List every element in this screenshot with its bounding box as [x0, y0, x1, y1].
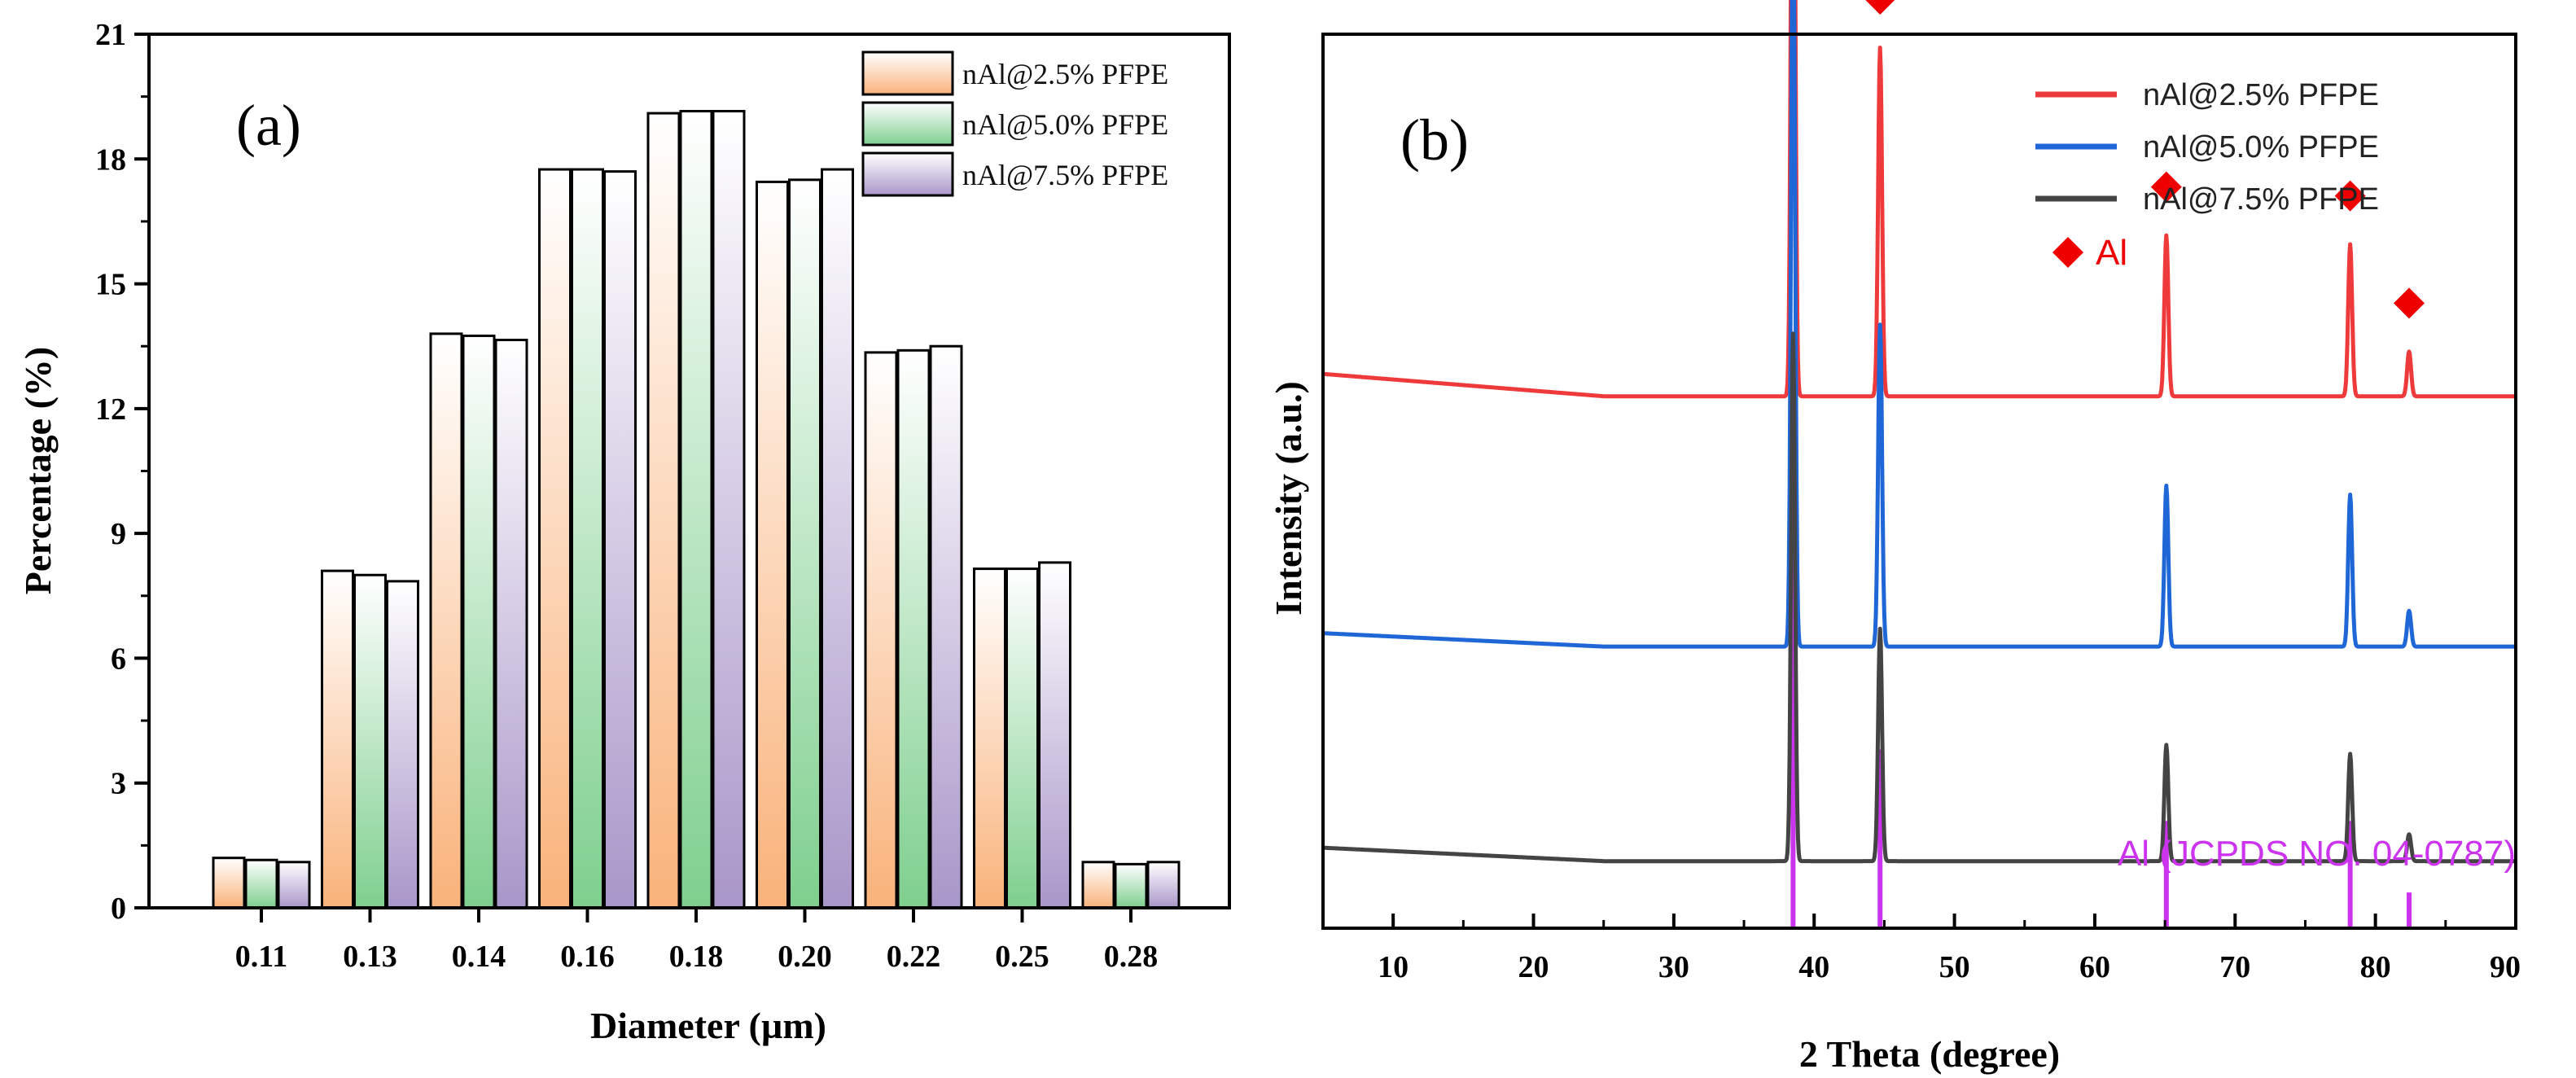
x-tick-label: 0.13: [343, 940, 397, 974]
bar-0.20-s2: [788, 178, 821, 909]
x-tick-label: 0.11: [235, 940, 287, 974]
bar-0.13-s3: [386, 580, 419, 909]
bar-0.20-s1: [756, 180, 789, 909]
legend-swatch-3: [861, 151, 954, 197]
xrd-lines: [1321, 0, 2517, 864]
al-diamond-icon: [2052, 237, 2083, 268]
bar-0.16-s3: [603, 170, 637, 909]
y-tick-label: 18: [95, 142, 126, 177]
legend-label-3: nAl@7.5% PFPE: [962, 159, 1168, 191]
bar-0.16-s1: [538, 168, 572, 909]
al-peak-diamond: [2334, 180, 2366, 212]
y-tick-label: 15: [95, 268, 126, 302]
x-tick-label: 70: [2219, 950, 2250, 984]
al-peak-diamond: [1865, 0, 1895, 15]
bar-0.11-s2: [244, 858, 278, 909]
bar-0.11-s3: [277, 861, 311, 909]
bar-0.13-s1: [321, 569, 354, 909]
bar-0.14-s3: [494, 339, 528, 909]
y-tick-label: 9: [111, 517, 126, 551]
x-axis-title: Diameter (µm): [590, 1005, 826, 1046]
x-axis-title: 2 Theta (degree): [1799, 1033, 2060, 1075]
x-tick-label: 0.25: [995, 940, 1049, 974]
y-axis-ticks: 0 3 6 9 12 15 18 21: [95, 18, 149, 926]
bar-0.18-s3: [712, 110, 746, 909]
xrd-line-2: [1321, 0, 2517, 649]
bar-0.18-s1: [646, 112, 681, 909]
x-tick-label: 90: [2490, 950, 2521, 984]
bar-0.20-s3: [821, 168, 854, 909]
bar-0.22-s2: [896, 348, 931, 909]
peak-markers: [1865, 0, 2425, 319]
legend: nAl@2.5% PFPE nAl@5.0% PFPE nAl@7.5% PFPE: [861, 50, 1168, 197]
y-axis-title: Percentage (%): [17, 347, 59, 594]
panel-b-label: (b): [1400, 107, 1469, 173]
x-tick-label: 0.16: [560, 940, 615, 974]
legend-label-2: nAl@5.0% PFPE: [2143, 130, 2379, 164]
panel-b-chart: 10 20 30 40 50 60 70 80 90 (b) 2 Theta (degree) …: [1268, 0, 2521, 1075]
bars-group: [212, 110, 1181, 909]
al-peak-diamond: [2394, 287, 2425, 319]
legend-swatch-2: [861, 101, 954, 147]
x-tick-label: 40: [1798, 950, 1829, 984]
legend-label-2: nAl@5.0% PFPE: [962, 108, 1168, 141]
al-peak-diamond: [2150, 171, 2182, 203]
y-axis-title: Intensity (a.u.): [1268, 381, 1309, 616]
x-tick-label: 0.20: [778, 940, 832, 974]
bar-0.22-s1: [864, 351, 898, 909]
legend-label-3: nAl@7.5% PFPE: [2143, 182, 2379, 217]
xrd-line-1: [1321, 0, 2517, 399]
y-tick-label: 12: [95, 392, 126, 427]
x-tick-label: 0.28: [1104, 940, 1159, 974]
reference-label: Al (JCPDS NO. 04-0787): [2118, 834, 2516, 874]
bar-0.16-s2: [571, 168, 604, 909]
al-marker-label: Al: [2096, 233, 2127, 273]
x-tick-label: 0.22: [887, 940, 941, 974]
x-tick-label: 50: [1939, 950, 1970, 984]
bar-0.28-s2: [1114, 862, 1148, 909]
y-tick-label: 21: [95, 18, 126, 52]
bar-0.14-s2: [462, 334, 496, 909]
bar-0.18-s2: [679, 110, 713, 909]
x-tick-label: 30: [1658, 950, 1689, 984]
al-marker-legend: Al: [2052, 233, 2127, 273]
plot-frame: [1321, 33, 2517, 930]
bar-0.28-s1: [1081, 861, 1115, 909]
x-tick-label: 0.14: [452, 940, 506, 974]
legend-label-1: nAl@2.5% PFPE: [2143, 78, 2379, 112]
bar-0.25-s2: [1005, 567, 1039, 909]
x-tick-label: 10: [1378, 950, 1408, 984]
bar-0.14-s1: [429, 332, 463, 909]
bar-0.13-s2: [353, 573, 387, 909]
bar-0.22-s3: [929, 344, 963, 909]
x-axis-ticks: 10 20 30 40 50 60 70 80 90: [1321, 914, 2521, 984]
x-tick-label: 20: [1518, 950, 1549, 984]
y-tick-label: 6: [111, 642, 126, 676]
xrd-line-3: [1321, 331, 2517, 864]
bar-0.28-s3: [1146, 861, 1181, 909]
axes-box: [1321, 33, 2517, 930]
y-tick-label: 3: [111, 767, 126, 801]
bar-0.25-s1: [973, 567, 1006, 909]
legend-label-1: nAl@2.5% PFPE: [962, 58, 1168, 90]
panel-a-chart: 0 3 6 9 12 15 18 21 0.11 0.13 0.14 0.16 0.18 0.20 0.2…: [17, 18, 1231, 1046]
legend-swatch-1: [861, 50, 954, 96]
bar-0.25-s3: [1038, 561, 1071, 909]
panel-a-label: (a): [236, 93, 301, 158]
x-tick-label: 60: [2079, 950, 2110, 984]
bar-0.11-s1: [212, 857, 246, 909]
x-axis-ticks: 0.11 0.13 0.14 0.16 0.18 0.20 0.22 0.25 0.28: [235, 908, 1158, 974]
legend: nAl@2.5% PFPE nAl@5.0% PFPE nAl@7.5% PFPE: [2035, 78, 2379, 217]
x-tick-label: 0.18: [669, 940, 724, 974]
y-tick-label: 0: [111, 892, 126, 926]
x-tick-label: 80: [2360, 950, 2391, 984]
